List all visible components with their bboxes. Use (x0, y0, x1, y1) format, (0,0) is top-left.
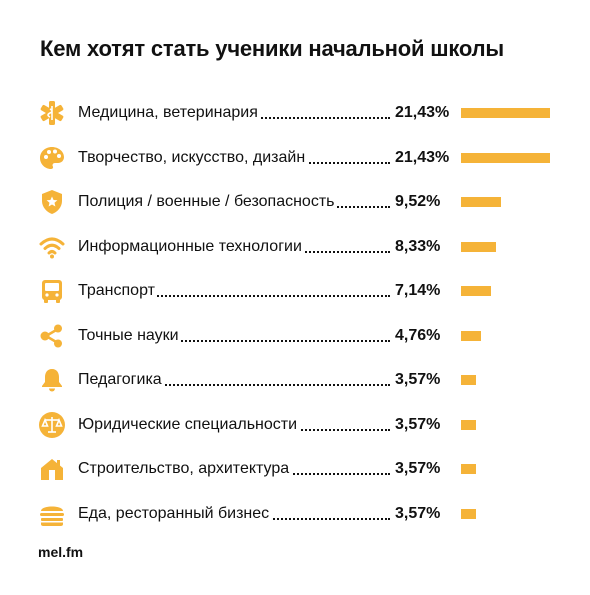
burger-icon (38, 500, 66, 528)
bar (461, 330, 481, 341)
bar-row: Медицина, ветеринария 21,43% (0, 91, 590, 135)
bar-row: Строительство, архитектура 3,57% (0, 447, 590, 491)
bell-icon (38, 366, 66, 394)
category-label: Полиция / военные / безопасность (78, 192, 390, 212)
chart-title: Кем хотят стать ученики начальной школы (40, 36, 504, 61)
bar (461, 375, 476, 385)
category-label: Педагогика (78, 370, 390, 390)
category-label: Точные науки (78, 326, 390, 346)
bar-row: Транспорт 7,14% (0, 269, 590, 313)
category-text: Полиция / военные / безопасность (78, 193, 337, 210)
scales-icon (38, 411, 66, 439)
category-label: Юридические специальности (78, 415, 390, 435)
shield-star-icon (38, 188, 66, 216)
dotted-leader (78, 295, 390, 297)
bar-row: Информационные технологии 8,33% (0, 225, 590, 269)
category-label: Творчество, искусство, дизайн (78, 148, 390, 168)
category-label: Строительство, архитектура (78, 459, 390, 479)
bar (461, 197, 501, 207)
category-text: Юридические специальности (78, 415, 300, 433)
bar-row: Точные науки 4,76% (0, 314, 590, 358)
medicine-icon (38, 99, 66, 127)
category-text: Педагогика (78, 371, 164, 388)
category-text: Информационные технологии (78, 237, 304, 255)
bar-row: Полиция / военные / безопасность 9,52% (0, 180, 590, 224)
house-icon (38, 455, 66, 483)
value-label: 4,76% (395, 326, 441, 344)
category-text: Транспорт (78, 282, 157, 299)
value-label: 21,43% (395, 104, 450, 121)
category-label: Медицина, ветеринария (78, 103, 390, 123)
value-label: 3,57% (395, 371, 441, 388)
bar (461, 108, 550, 118)
category-text: Творчество, искусство, дизайн (78, 148, 308, 166)
value-label: 8,33% (395, 237, 441, 255)
value-label: 3,57% (395, 504, 441, 522)
dotted-leader (78, 339, 390, 342)
value-label: 7,14% (395, 282, 441, 299)
dotted-leader (78, 384, 390, 386)
bar (461, 286, 491, 296)
molecule-icon (38, 322, 66, 350)
category-text: Точные науки (78, 326, 181, 344)
category-text: Медицина, ветеринария (78, 104, 260, 121)
category-label: Транспорт (78, 281, 390, 301)
bar-row: Педагогика 3,57% (0, 358, 590, 402)
bar (461, 241, 496, 252)
category-label: Еда, ресторанный бизнес (78, 504, 390, 524)
value-label: 3,57% (395, 415, 441, 433)
bar (461, 508, 476, 519)
category-text: Строительство, архитектура (78, 460, 292, 477)
bus-icon (38, 277, 66, 305)
value-label: 21,43% (395, 148, 450, 166)
bar-row: Творчество, искусство, дизайн 21,43% (0, 136, 590, 180)
bar-row: Еда, ресторанный бизнес 3,57% (0, 492, 590, 536)
bar (461, 464, 476, 474)
bar-row: Юридические специальности 3,57% (0, 403, 590, 447)
source-label: mel.fm (38, 544, 84, 560)
category-text: Еда, ресторанный бизнес (78, 504, 272, 522)
value-label: 9,52% (395, 193, 441, 210)
wifi-icon (38, 233, 66, 261)
bar (461, 419, 476, 430)
value-label: 3,57% (395, 460, 441, 477)
bar (461, 152, 550, 163)
palette-icon (38, 144, 66, 172)
category-label: Информационные технологии (78, 237, 390, 257)
